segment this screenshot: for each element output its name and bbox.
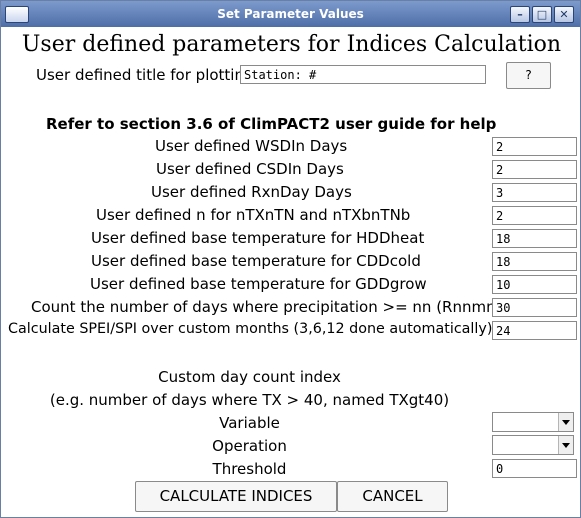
param-input-rnnmm[interactable]: 30 — [492, 298, 577, 317]
maximize-icon[interactable]: □ — [532, 6, 552, 23]
calculate-indices-button[interactable]: CALCULATE INDICES — [135, 481, 337, 512]
minimize-icon[interactable]: – — [510, 6, 530, 23]
threshold-label: Threshold — [212, 460, 287, 478]
param-label-csdin: User defined CSDIn Days — [156, 160, 344, 178]
param-input-hddheat[interactable]: 18 — [492, 229, 577, 248]
variable-label: Variable — [219, 414, 280, 432]
param-label-hddheat: User defined base temperature for HDDhea… — [91, 229, 425, 247]
operation-label: Operation — [212, 437, 287, 455]
custom-index-title: Custom day count index — [158, 368, 341, 386]
param-label-wsdin: User defined WSDIn Days — [155, 137, 348, 155]
param-input-gddgrow[interactable]: 10 — [492, 275, 577, 294]
param-label-rnnmm: Count the number of days where precipita… — [31, 298, 507, 316]
window-menu-icon[interactable] — [5, 6, 29, 23]
operation-select[interactable] — [492, 435, 574, 455]
custom-index-example: (e.g. number of days where TX > 40, name… — [49, 391, 450, 409]
chevron-down-icon[interactable] — [558, 436, 573, 454]
param-input-csdin[interactable]: 2 — [492, 160, 577, 179]
param-input-rxnday[interactable]: 3 — [492, 183, 577, 202]
close-icon[interactable]: ✕ — [554, 6, 574, 23]
help-note: Refer to section 3.6 of ClimPACT2 user g… — [46, 115, 497, 133]
param-label-rxnday: User defined RxnDay Days — [151, 183, 352, 201]
param-input-wsdin[interactable]: 2 — [492, 137, 577, 156]
param-input-spei[interactable]: 24 — [492, 321, 577, 340]
param-label-gddgrow: User defined base temperature for GDDgro… — [90, 275, 427, 293]
param-label-ntxntn: User defined n for nTXnTN and nTXbnTNb — [96, 206, 411, 224]
chevron-down-icon[interactable] — [558, 413, 573, 431]
help-button[interactable]: ? — [506, 62, 551, 89]
param-input-ntxntn[interactable]: 2 — [492, 206, 577, 225]
param-label-cddcold: User defined base temperature for CDDcol… — [91, 252, 421, 270]
variable-select[interactable] — [492, 412, 574, 432]
param-label-spei: Calculate SPEI/SPI over custom months (3… — [8, 321, 493, 337]
plot-title-label: User defined title for plotting: — [36, 66, 259, 84]
cancel-button[interactable]: CANCEL — [337, 481, 448, 512]
param-input-cddcold[interactable]: 18 — [492, 252, 577, 271]
title-bar[interactable]: Set Parameter Values – □ ✕ — [1, 1, 580, 27]
threshold-input[interactable]: 0 — [492, 459, 577, 478]
page-title: User defined parameters for Indices Calc… — [21, 32, 562, 57]
window-title: Set Parameter Values — [217, 7, 364, 21]
plot-title-input[interactable]: Station: # — [240, 65, 486, 84]
